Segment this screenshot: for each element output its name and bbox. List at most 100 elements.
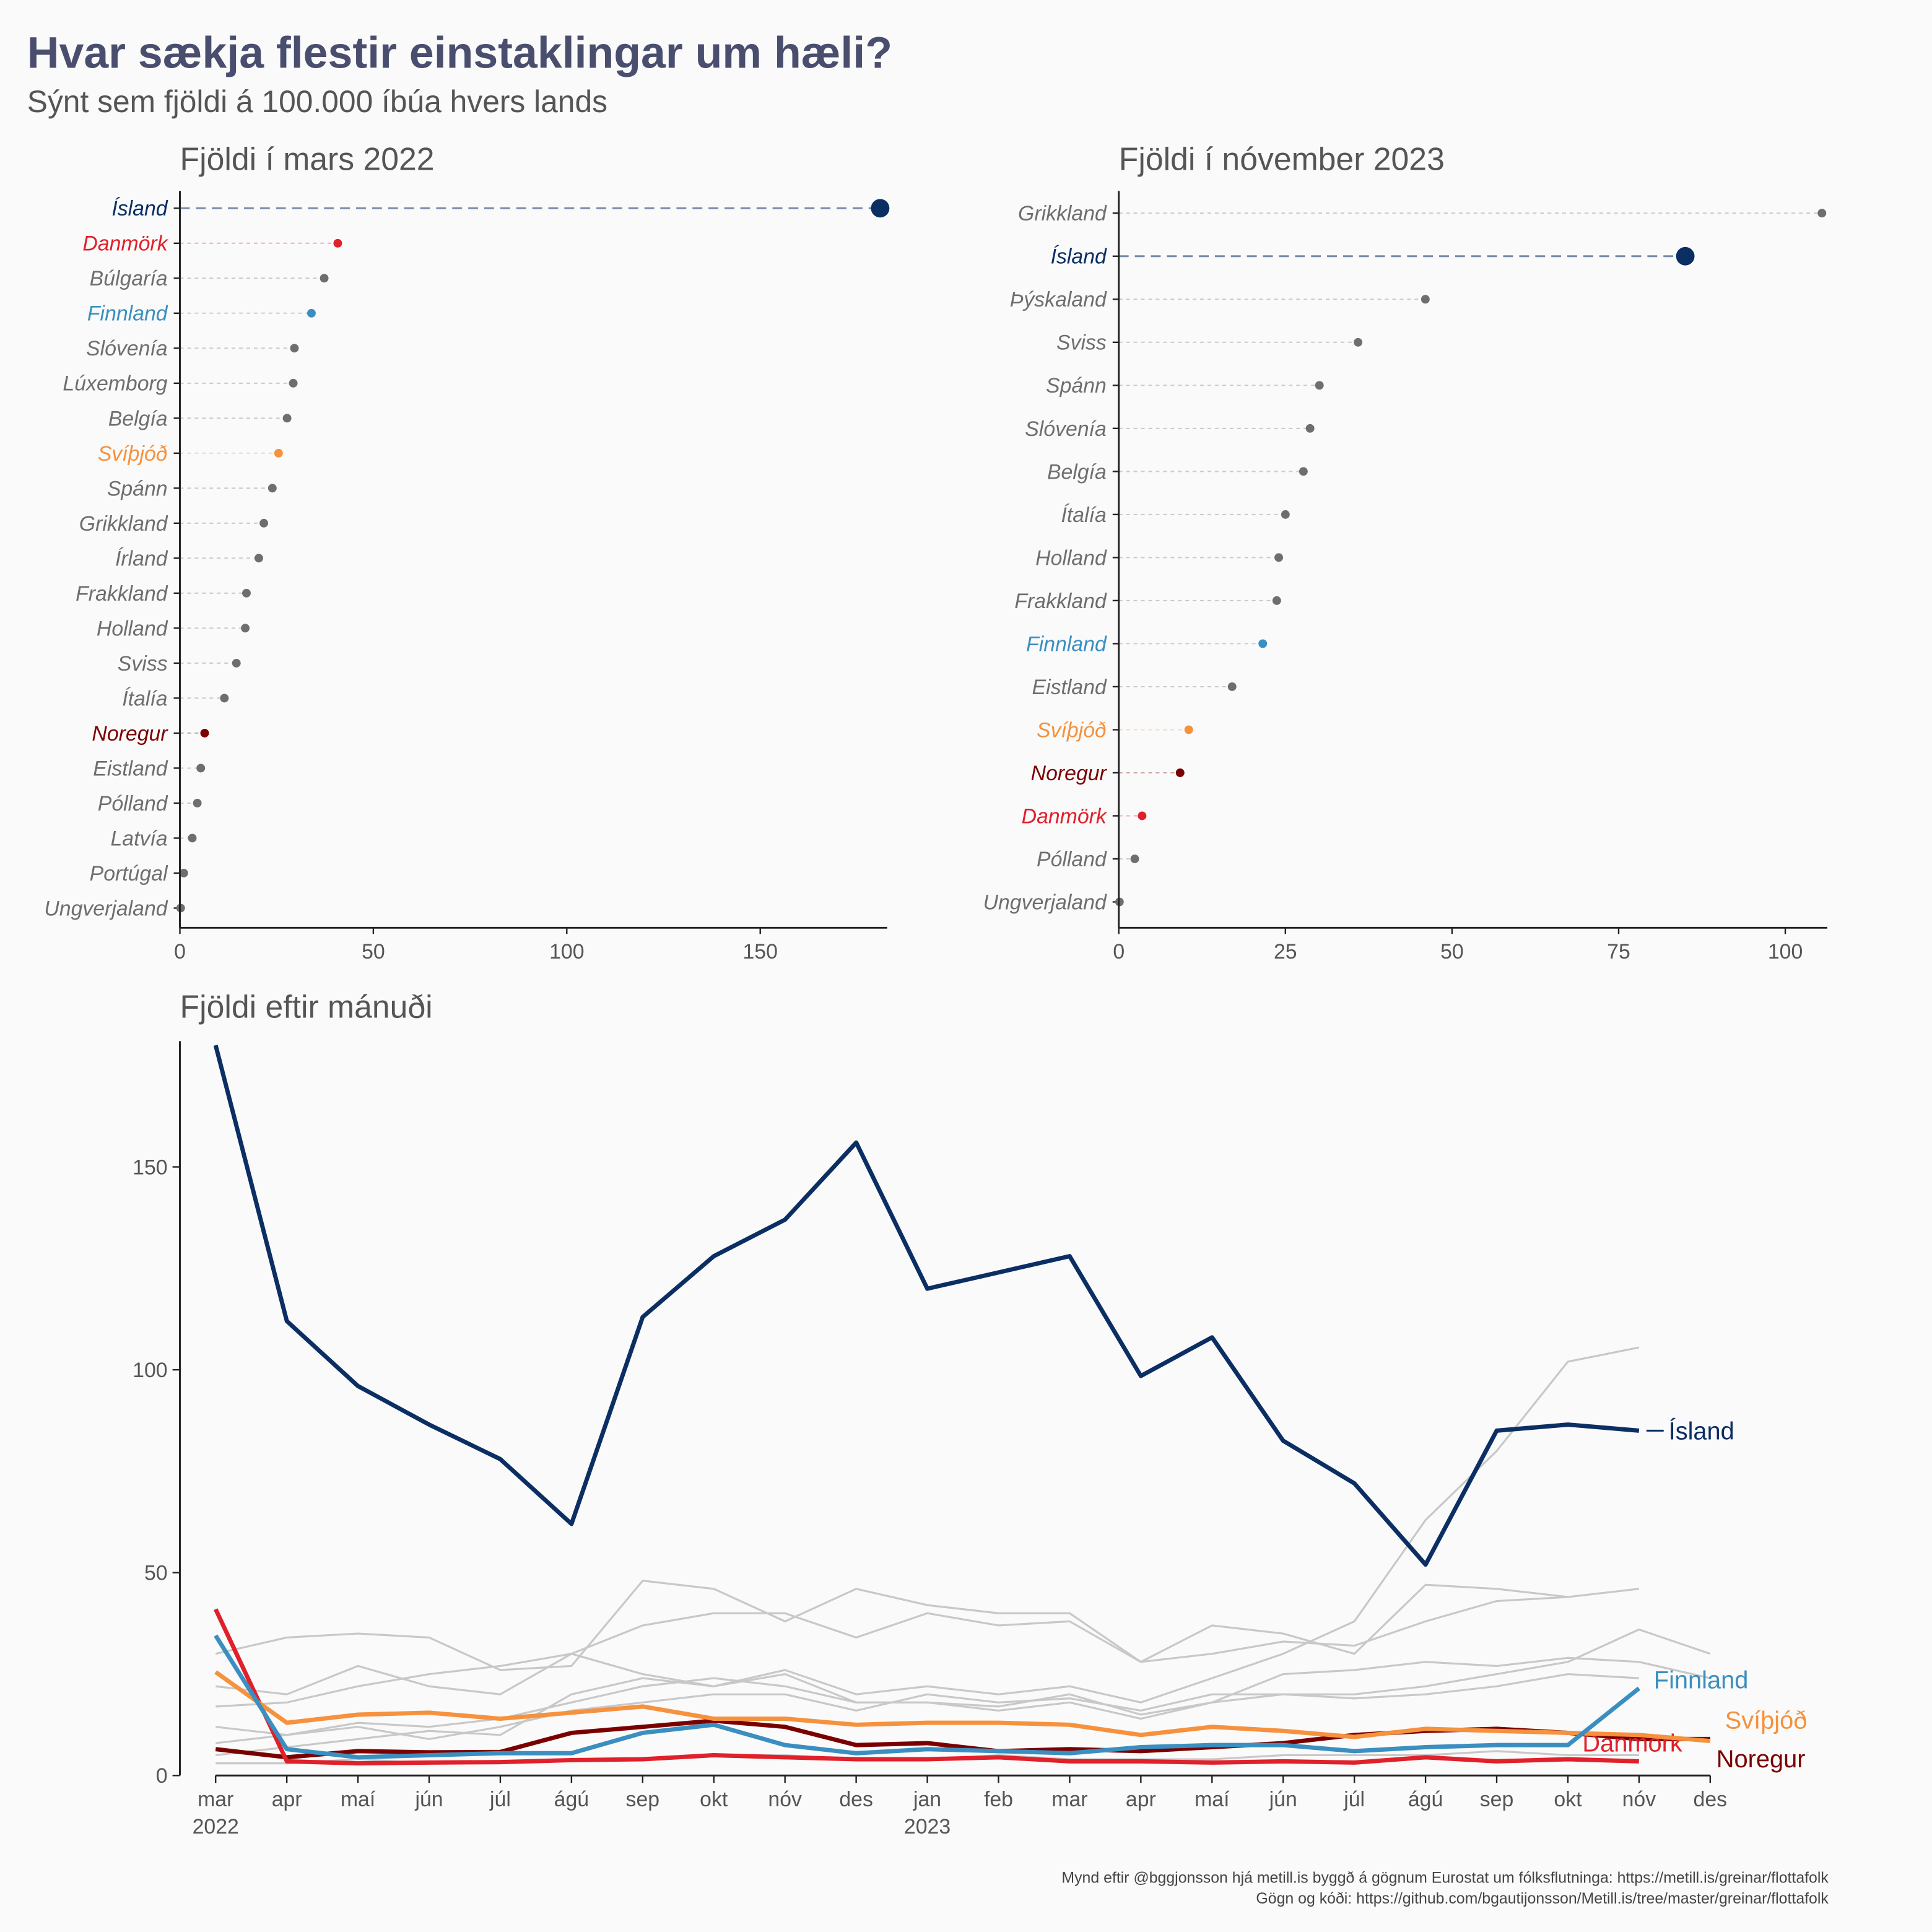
dot xyxy=(1274,553,1284,562)
x-tick-label: okt xyxy=(1554,1788,1582,1811)
x-tick-label: júl xyxy=(489,1788,511,1811)
dot xyxy=(196,764,206,773)
series-label: Svíþjóð xyxy=(1725,1707,1808,1734)
dot xyxy=(1817,209,1827,218)
dot xyxy=(1315,381,1324,390)
footer: Mynd eftir @bggjonsson hjá metill.is byg… xyxy=(1061,1869,1829,1886)
series-label: Noregur xyxy=(1717,1746,1806,1773)
background-line xyxy=(215,1588,1640,1708)
x-tick-label: 0 xyxy=(174,940,186,964)
x-tick-label: 150 xyxy=(743,940,778,964)
category-label: Frakkland xyxy=(1014,590,1107,613)
x-tick-label: mar xyxy=(1051,1788,1087,1811)
dot xyxy=(1281,510,1290,519)
category-label: Ísland xyxy=(1051,245,1107,269)
category-label: Svíþjóð xyxy=(1037,718,1107,742)
category-label: Sviss xyxy=(1056,331,1107,355)
x-tick-label: jún xyxy=(414,1788,443,1811)
category-label: Pólland xyxy=(1037,848,1107,871)
dot xyxy=(268,484,277,493)
category-label: Portúgal xyxy=(90,862,168,886)
footer: Gögn og kóði: https://github.com/bgautij… xyxy=(1256,1890,1829,1907)
category-label: Holland xyxy=(1035,546,1107,570)
x-tick-label: nóv xyxy=(768,1788,802,1811)
dot xyxy=(320,274,329,283)
series-label: Finnland xyxy=(1654,1666,1749,1694)
dot xyxy=(289,378,298,388)
category-label: Finnland xyxy=(87,302,168,326)
x-tick-label: sep xyxy=(626,1788,660,1811)
category-label: Spánn xyxy=(107,477,168,500)
background-line xyxy=(215,1346,1640,1704)
category-label: Eistland xyxy=(93,757,168,780)
category-label: Danmörk xyxy=(1022,804,1108,828)
category-label: Danmörk xyxy=(82,232,168,256)
dot xyxy=(1421,295,1430,304)
category-label: Latvía xyxy=(111,827,168,850)
dot xyxy=(1138,811,1147,820)
dot xyxy=(1676,246,1695,266)
category-label: Sviss xyxy=(118,652,168,676)
x-tick-label: júl xyxy=(1343,1788,1365,1811)
panel-title: Fjöldi í nóvember 2023 xyxy=(1119,141,1445,177)
dot xyxy=(1299,467,1308,476)
category-label: Pólland xyxy=(98,792,168,816)
x-tick-label: maí xyxy=(341,1788,376,1811)
y-tick-label: 0 xyxy=(156,1764,168,1788)
background-line xyxy=(215,1673,1639,1744)
x-tick-label: nóv xyxy=(1622,1788,1656,1811)
series-line xyxy=(214,1608,1639,1766)
x-tick-label: 100 xyxy=(1768,940,1803,964)
category-label: Svíþjóð xyxy=(98,442,168,466)
year-label: 2023 xyxy=(904,1815,951,1838)
category-label: Finnland xyxy=(1026,632,1107,656)
dot xyxy=(188,833,197,843)
x-tick-label: 50 xyxy=(362,940,385,964)
dot xyxy=(1130,855,1139,863)
dot xyxy=(1175,768,1185,777)
dot xyxy=(200,728,209,738)
series-line xyxy=(214,1634,1641,1760)
dot xyxy=(1258,639,1268,648)
dot xyxy=(1354,337,1363,347)
category-label: Holland xyxy=(97,617,168,640)
panel-title: Fjöldi eftir mánuði xyxy=(180,989,433,1025)
x-tick-label: apr xyxy=(272,1788,302,1811)
dot xyxy=(333,238,342,248)
y-tick-label: 100 xyxy=(133,1359,167,1382)
x-tick-label: ágú xyxy=(554,1788,589,1811)
series-line xyxy=(213,1045,1640,1567)
category-label: Belgía xyxy=(1047,460,1107,484)
dot xyxy=(1227,682,1237,691)
category-label: Ungverjaland xyxy=(983,890,1107,914)
dot xyxy=(1305,424,1315,433)
x-tick-label: feb xyxy=(984,1788,1013,1811)
category-label: Frakkland xyxy=(76,582,168,606)
x-tick-label: maí xyxy=(1194,1788,1230,1811)
category-label: Slóvenía xyxy=(86,337,168,360)
x-tick-label: sep xyxy=(1480,1788,1514,1811)
dot xyxy=(1272,596,1281,605)
dot xyxy=(255,554,263,563)
category-label: Þýskaland xyxy=(1010,288,1107,311)
x-tick-label: apr xyxy=(1126,1788,1156,1811)
background-line xyxy=(215,1628,1711,1736)
dot xyxy=(274,448,283,458)
category-label: Ungverjaland xyxy=(44,897,168,920)
dot xyxy=(282,414,292,423)
category-label: Noregur xyxy=(1031,762,1108,785)
category-label: Spánn xyxy=(1046,374,1107,398)
category-label: Lúxemborg xyxy=(63,372,167,396)
category-label: Ítalía xyxy=(122,687,167,710)
dot xyxy=(307,308,316,318)
x-tick-label: des xyxy=(839,1788,873,1811)
dot xyxy=(871,199,890,218)
year-label: 2022 xyxy=(193,1815,239,1838)
dot xyxy=(242,588,251,598)
dot xyxy=(259,518,269,528)
x-tick-label: ágú xyxy=(1408,1788,1443,1811)
category-label: Eistland xyxy=(1032,676,1107,699)
